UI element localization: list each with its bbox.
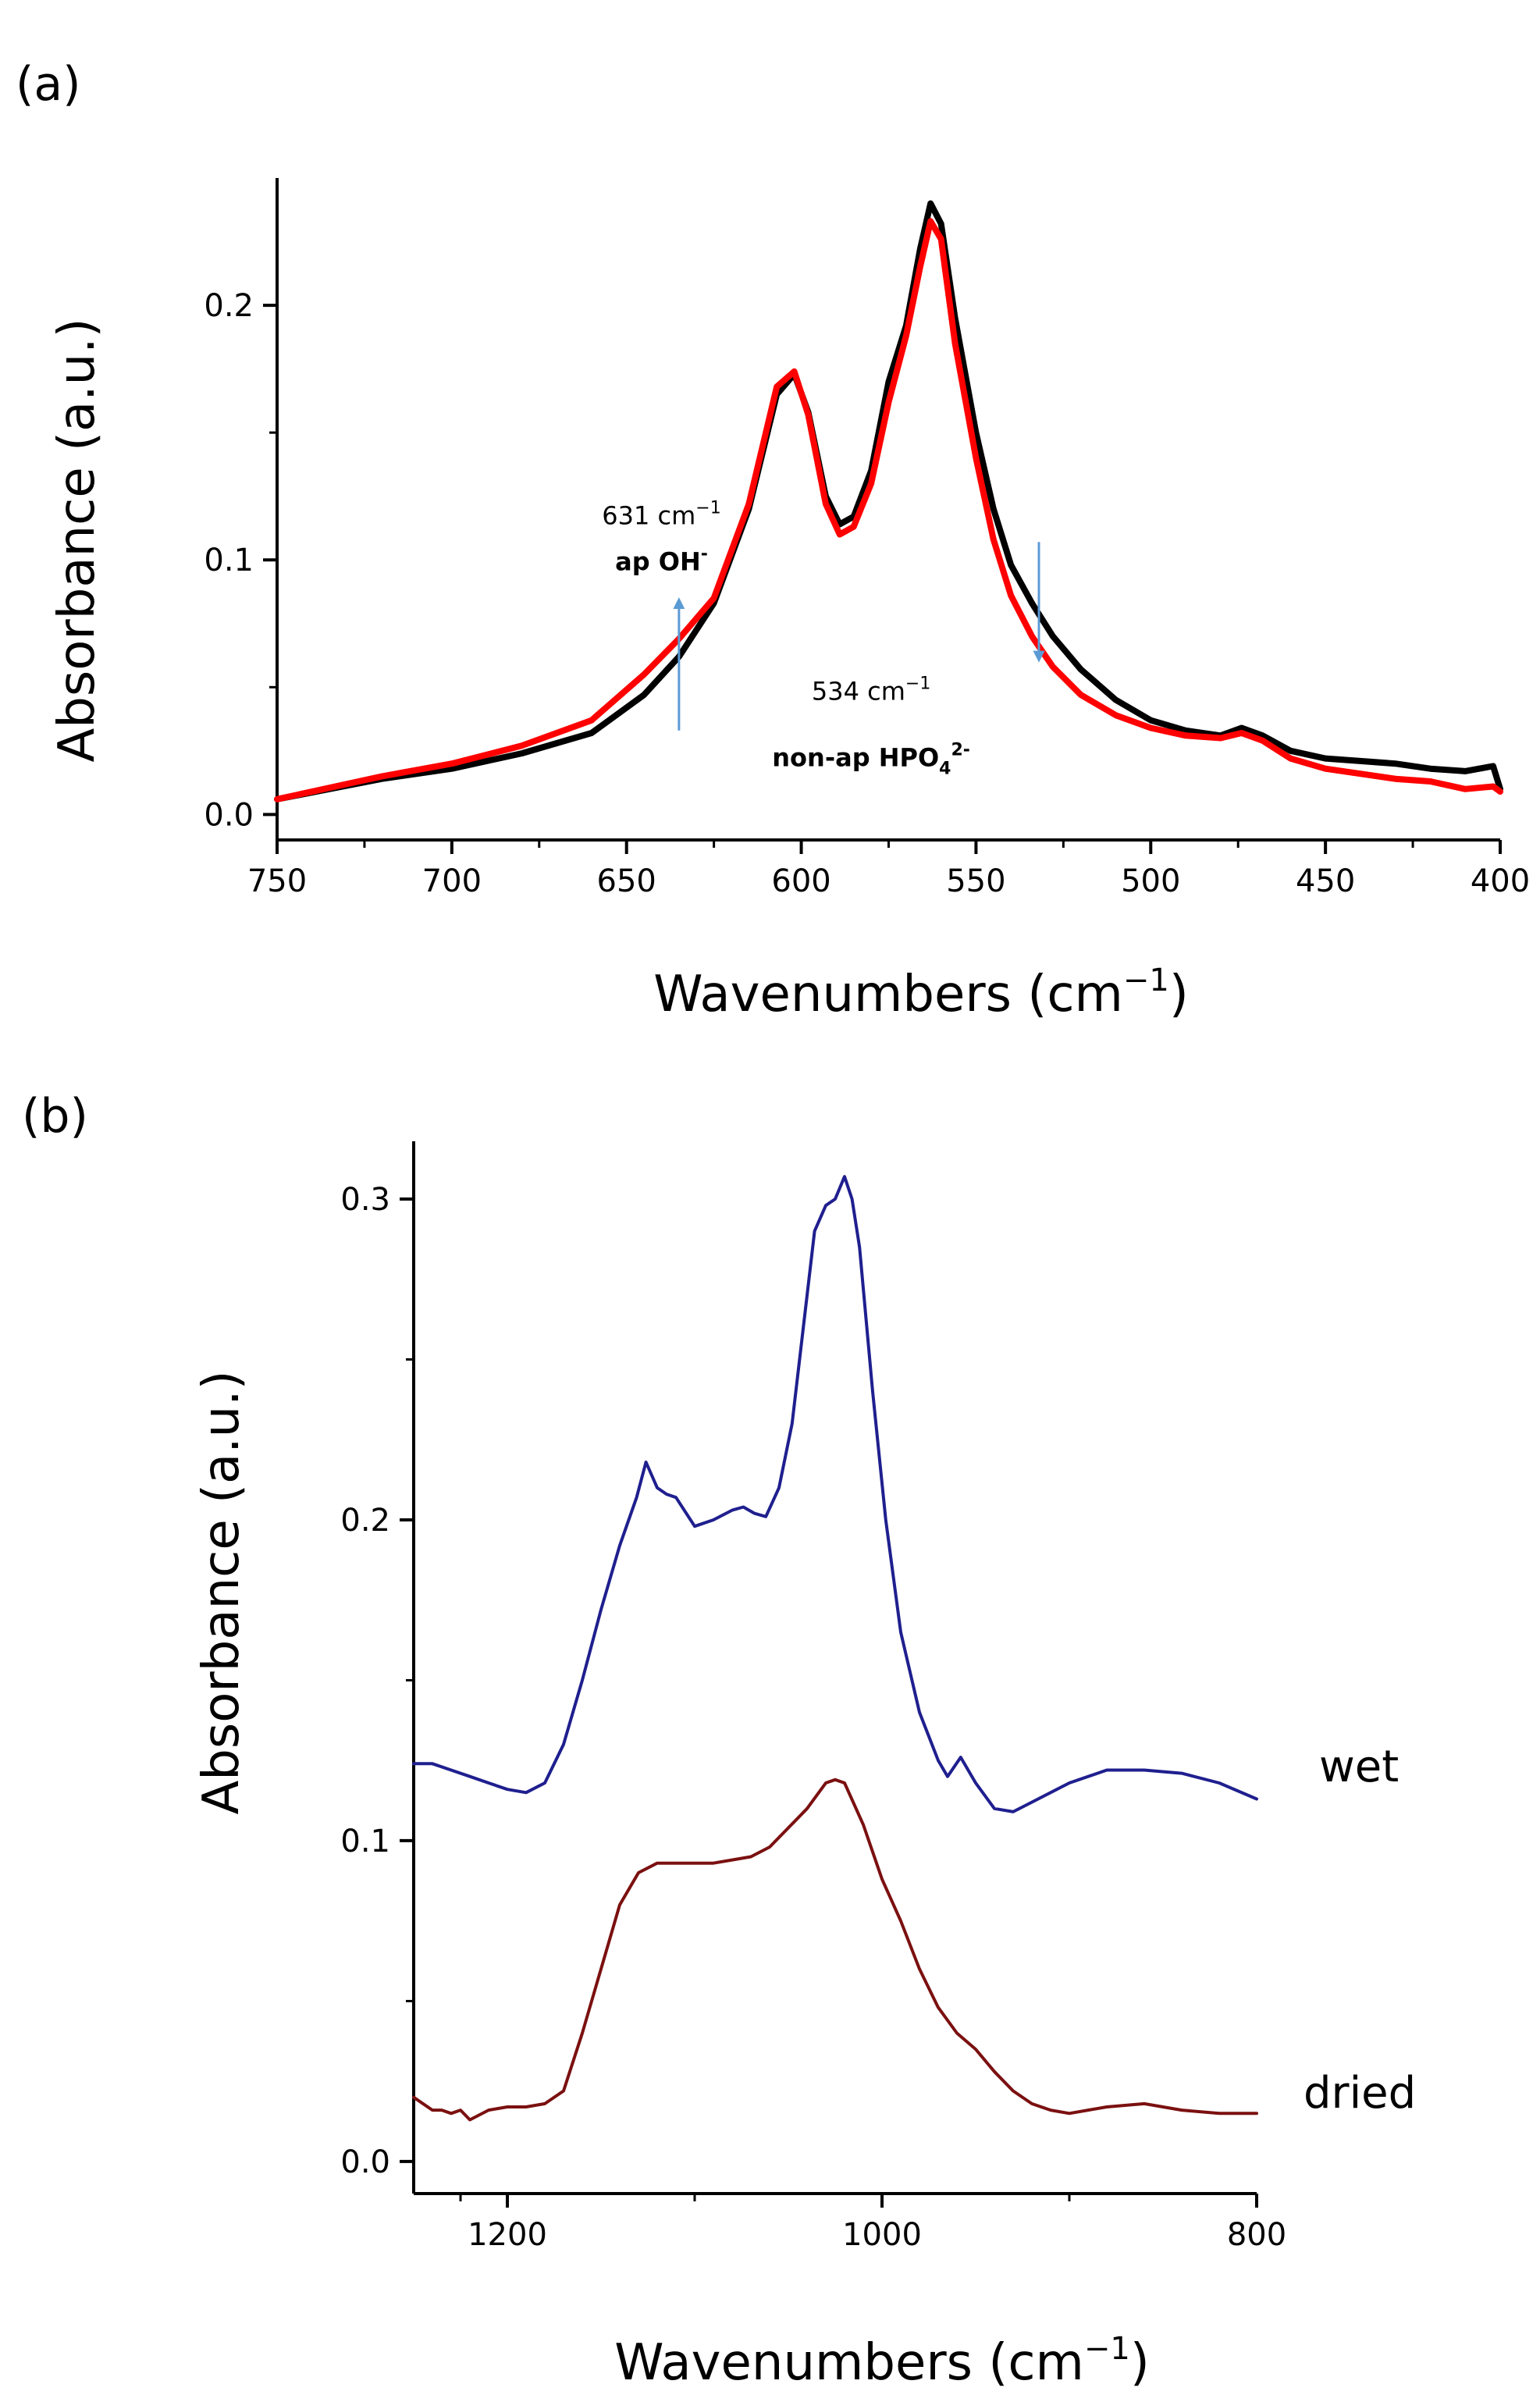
panel-b-y-tick-label: 0.1 [340,1824,390,1859]
panel-a-annotation-wavenumber: 631 cm−1 [602,499,720,531]
panel-b-x-tick-label: 1000 [842,2217,922,2253]
panel-b-y-tick-label: 0.2 [340,1503,390,1539]
panel-a-x-tick-label: 650 [597,863,656,899]
panel-a-label: (a) [16,57,81,112]
panel-b-y-tick-label: 0.3 [340,1182,390,1218]
panel-a-y-tick-label: 0.2 [204,288,254,324]
panel-a-x-tick-label: 750 [247,863,307,899]
panel-a-annotation-label: ap OH- [615,544,708,576]
panel-b-label: (b) [22,1089,88,1144]
panel-b-series-line-dried [412,1777,1258,2122]
panel-a-x-tick-label: 450 [1296,863,1355,899]
panel-b-series-label-dried: dried [1303,2068,1416,2119]
panel-a-y-tick-label: 0.0 [204,797,254,833]
panel-a: (a) Absorbance (a.u.) Wavenumbers (cm−1)… [16,57,1530,1023]
panel-a-x-tick-label: 700 [422,863,482,899]
panel-b-series-label-wet: wet [1319,1742,1399,1792]
panel-a-x-tick-label: 600 [771,863,830,899]
panel-a-x-axis-title: Wavenumbers (cm−1) [653,963,1189,1023]
panel-b: (b) Absorbance (a.u.) Wavenumbers (cm−1)… [22,1089,1416,2392]
panel-a-series-line-0 [274,200,1503,802]
panel-a-annotation-wavenumber: 534 cm−1 [812,674,930,706]
panel-a-x-tick-label: 400 [1471,863,1530,899]
panel-b-y-axis-title: Absorbance (a.u.) [193,1371,251,1815]
panel-b-x-axis-title: Wavenumbers (cm−1) [614,2331,1150,2392]
panel-a-x-tick-label: 500 [1121,863,1180,899]
panel-b-x-tick-label: 800 [1227,2217,1286,2253]
panel-b-series-line-wet [412,1175,1258,1813]
panel-b-x-tick-label: 1200 [468,2217,547,2253]
panel-a-y-axis-title: Absorbance (a.u.) [48,318,106,763]
panel-b-y-tick-label: 0.0 [340,2144,390,2180]
panel-a-annotation-label: non-ap HPO42- [772,740,970,778]
panel-a-x-tick-label: 550 [946,863,1005,899]
panel-a-series-line-1 [274,218,1503,802]
panel-a-y-tick-label: 0.1 [204,543,254,578]
